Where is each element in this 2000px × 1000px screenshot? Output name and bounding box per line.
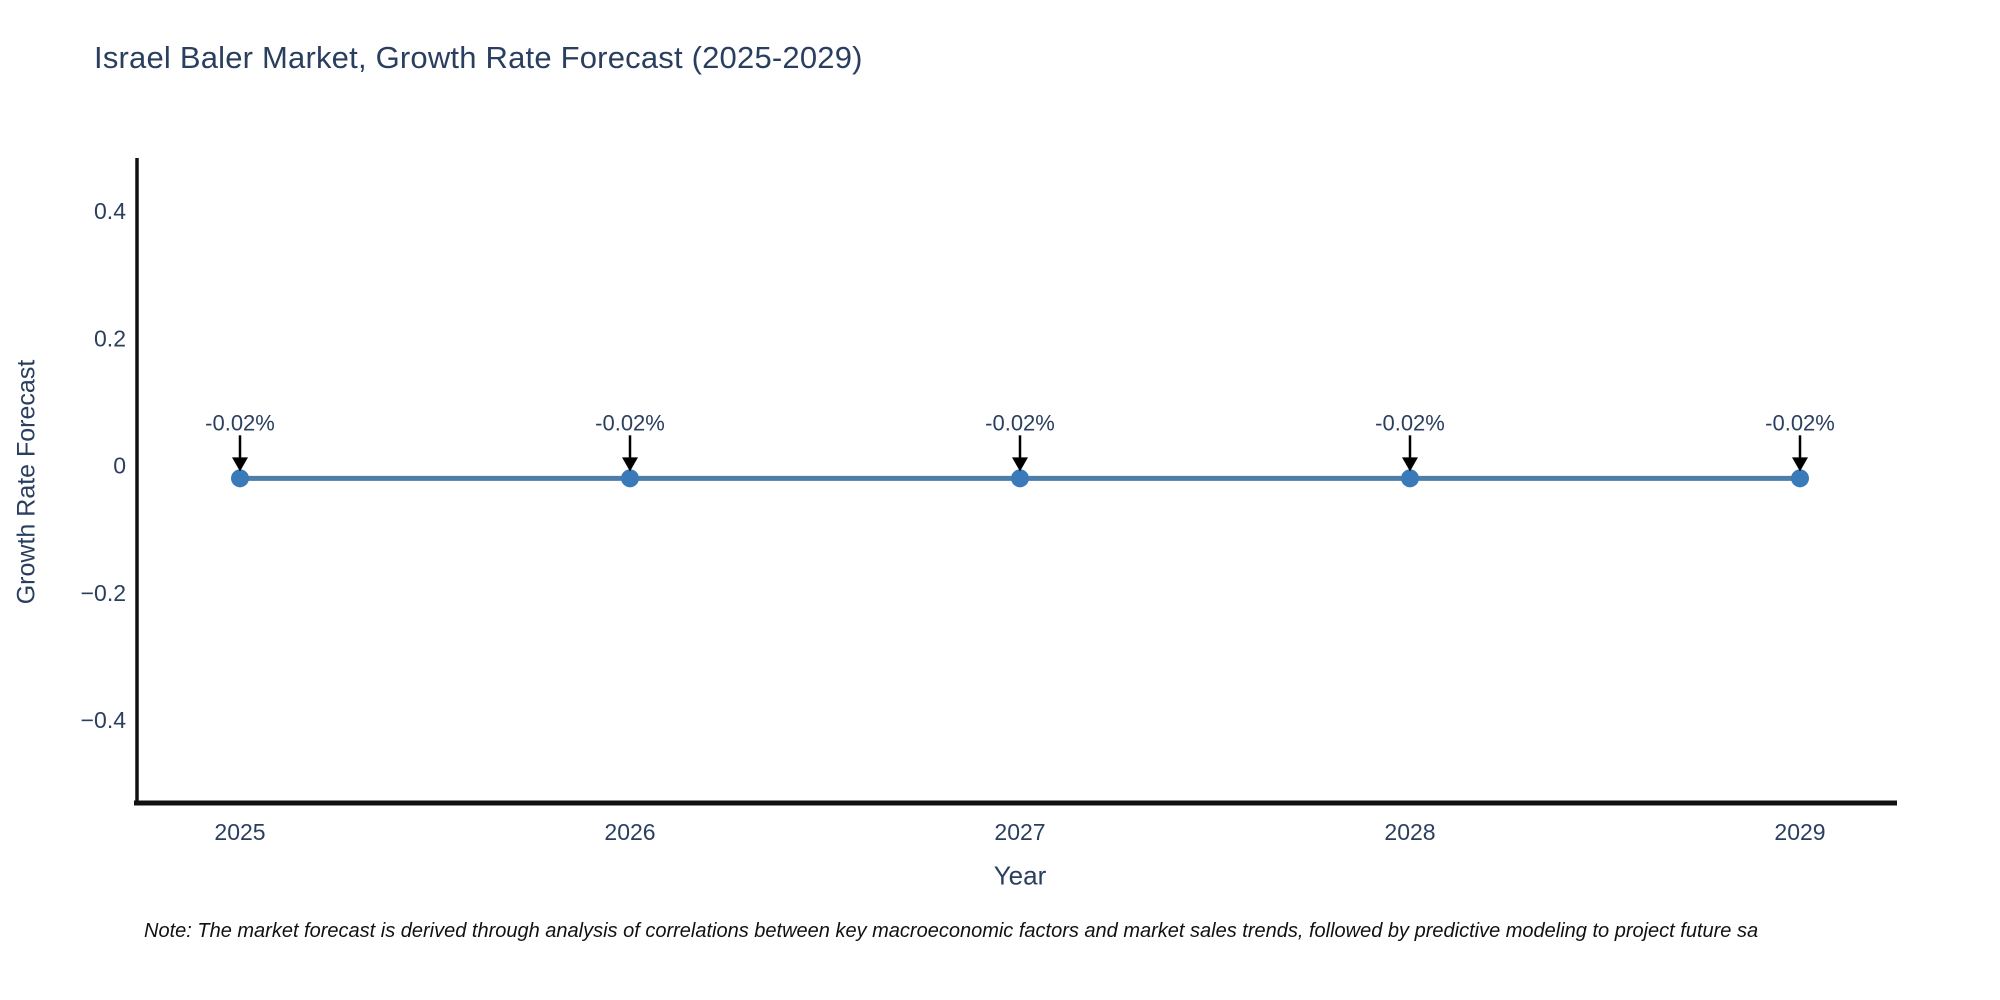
annotation-arrowhead (232, 457, 248, 472)
y-tick-label: 0.2 (94, 325, 126, 351)
annotation-arrowhead (1402, 457, 1418, 472)
annotation-label: -0.02% (985, 410, 1055, 435)
data-point-marker (1791, 469, 1809, 488)
x-tick-label: 2029 (1774, 819, 1825, 845)
annotation-label: -0.02% (595, 410, 665, 435)
annotation-label: -0.02% (205, 410, 275, 435)
x-axis-title: Year (993, 860, 1047, 891)
x-tick-label: 2027 (994, 819, 1045, 845)
data-point-marker (621, 469, 639, 488)
annotation-label: -0.02% (1375, 410, 1445, 435)
y-tick-label: −0.2 (81, 580, 126, 606)
y-tick-label: −0.4 (81, 707, 127, 733)
x-tick-label: 2026 (604, 819, 655, 845)
annotation-arrowhead (1012, 457, 1028, 472)
footnote-text: Note: The market forecast is derived thr… (144, 920, 1759, 942)
x-tick-label: 2028 (1384, 819, 1435, 845)
y-tick-label: 0 (113, 453, 126, 479)
chart-title: Israel Baler Market, Growth Rate Forecas… (94, 40, 863, 75)
annotation-label: -0.02% (1765, 410, 1835, 435)
annotation-arrowhead (1792, 457, 1808, 472)
data-point-marker (231, 469, 249, 488)
annotation-arrowhead (622, 457, 638, 472)
data-point-marker (1401, 469, 1419, 488)
data-point-marker (1011, 469, 1029, 488)
y-tick-label: 0.4 (94, 198, 126, 224)
x-tick-label: 2025 (214, 819, 265, 845)
